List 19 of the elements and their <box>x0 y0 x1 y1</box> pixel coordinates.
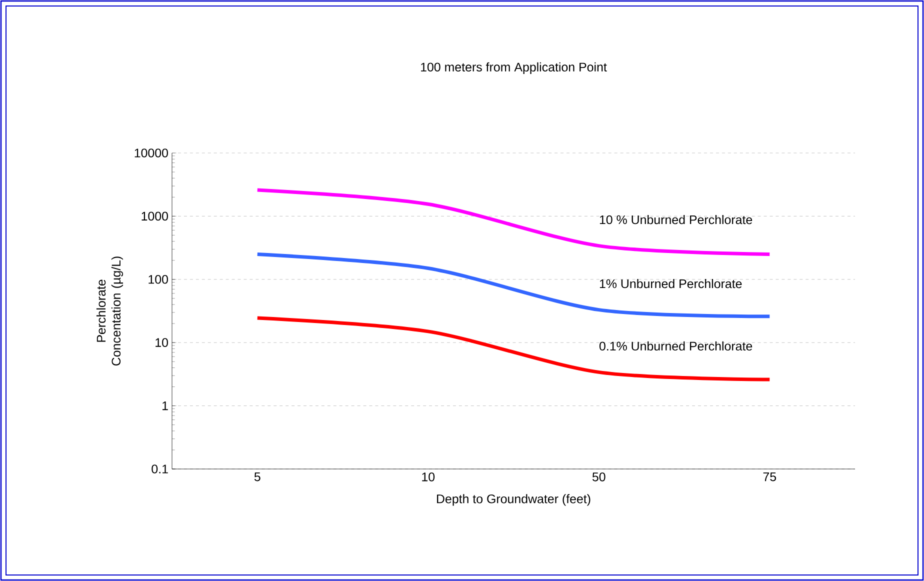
y-tick-label: 10 <box>156 338 168 347</box>
line-series <box>256 188 772 256</box>
series-label: 0.1% Unburned Perchlorate <box>599 341 752 351</box>
series-label: 1% Unburned Perchlorate <box>600 279 742 288</box>
y-tick-label: 100 <box>148 274 168 284</box>
x-tick-label: 5 <box>254 472 260 482</box>
x-tick-label: 10 <box>422 472 435 482</box>
y-tick-label: 1 <box>162 402 168 410</box>
x-tick-label: 50 <box>592 472 606 482</box>
chart-title: 100 meters from Application Point <box>421 62 607 74</box>
x-tick-label: 75 <box>763 472 776 482</box>
y-tick-label: 0.1 <box>152 464 168 474</box>
y-tick-label: 1000 <box>142 212 168 221</box>
line-series <box>256 316 772 382</box>
x-axis-title: Depth to Groundwater (feet) <box>437 494 590 506</box>
y-axis-title: Perchlorate Concentation (µg/L) <box>96 256 124 366</box>
y-tick-label: 10000 <box>134 148 168 158</box>
line-series <box>256 252 772 318</box>
series-label: 10 % Unburned Perchlorate <box>600 214 752 224</box>
